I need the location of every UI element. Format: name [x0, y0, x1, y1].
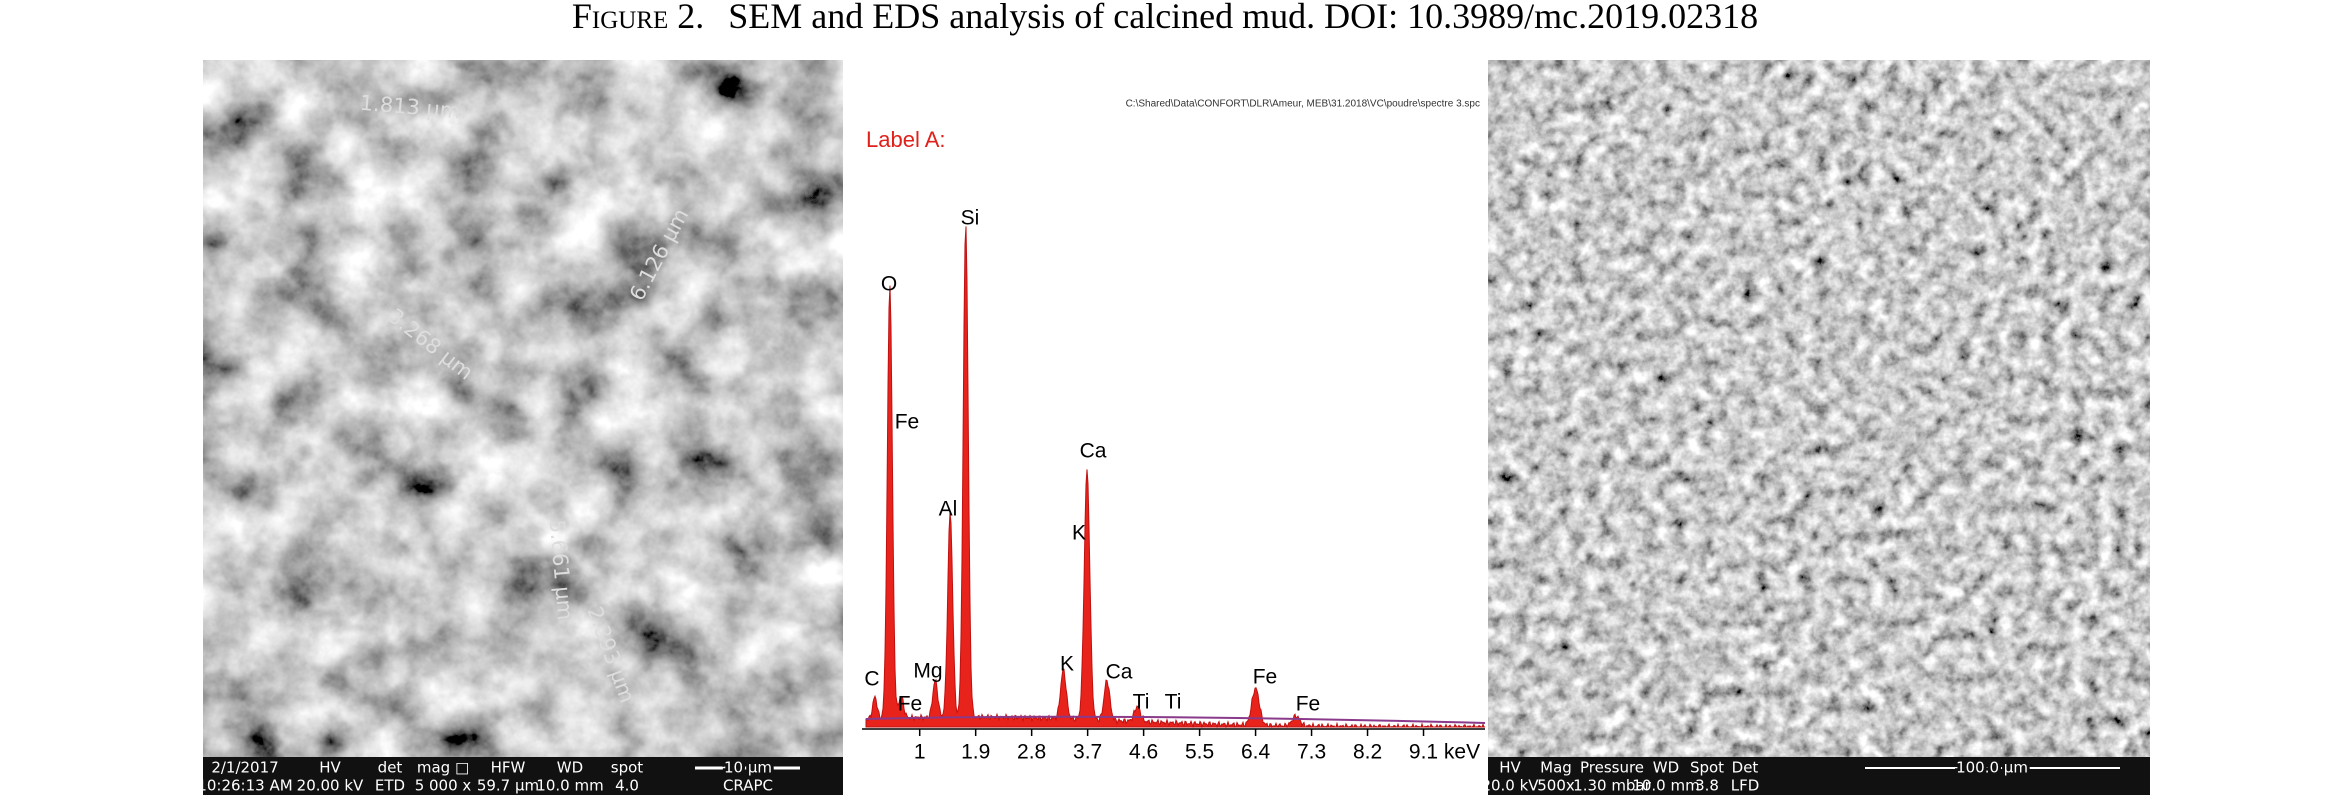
info-value: 4.0 — [615, 777, 639, 795]
caption-label: Figure 2. — [572, 0, 704, 36]
info-bar — [203, 757, 843, 795]
x-tick-label: 7.3 — [1297, 741, 1326, 764]
info-header: mag □ — [417, 759, 469, 777]
caption-text: SEM and EDS analysis of calcined mud. DO… — [728, 0, 1758, 36]
info-header: det — [378, 759, 403, 777]
info-header: WD — [557, 759, 583, 777]
file-path: C:\Shared\Data\CONFORT\DLR\Ameur, MEB\31… — [1126, 99, 1480, 110]
spectrum-label: Label A: — [866, 127, 946, 152]
peak-label: Mg — [913, 660, 942, 683]
peak-label: Si — [961, 207, 980, 230]
info-value: 20.0 kV — [1481, 777, 1539, 795]
peak-label: Al — [939, 498, 958, 521]
peak-label: C — [864, 668, 879, 691]
info-header: HV — [319, 759, 341, 777]
peak-label: Ca — [1080, 440, 1107, 463]
x-tick-label: 4.6 — [1129, 741, 1158, 764]
eds-spectrum: C:\Shared\Data\CONFORT\DLR\Ameur, MEB\31… — [848, 60, 1486, 795]
peak-label: Ti — [1133, 691, 1150, 714]
info-value: 10:26:13 AM — [197, 777, 292, 795]
x-tick-label: 6.4 — [1241, 741, 1271, 764]
lab-name: CRAPC — [723, 777, 773, 795]
peak-label: Fe — [1253, 666, 1278, 689]
info-value: 500x — [1537, 777, 1575, 795]
info-header: HV — [1499, 759, 1521, 777]
peak-label: Fe — [898, 693, 923, 716]
peak-label: Fe — [895, 411, 920, 434]
peak-label: K — [1060, 653, 1074, 676]
x-tick-label: 1.9 — [961, 741, 990, 764]
info-header: Mag — [1540, 759, 1572, 777]
info-value: 20.00 kV — [297, 777, 364, 795]
scale-bar-label: 10 µm — [724, 759, 772, 777]
x-tick-label: 9.1 — [1409, 741, 1438, 764]
caption: Figure 2. SEM and EDS analysis of calcine… — [572, 0, 1758, 36]
info-value: 10.0 mm — [1632, 777, 1699, 795]
x-tick-label: 8.2 — [1353, 741, 1382, 764]
info-header: WD — [1653, 759, 1679, 777]
spectrum-curve — [865, 226, 1485, 729]
sem-texture — [203, 60, 843, 757]
sem-texture — [1488, 60, 2150, 757]
info-value: ETD — [375, 777, 405, 795]
peak-label: K — [1072, 522, 1086, 545]
info-value: 3.8 — [1695, 777, 1719, 795]
x-tick-label: 3.7 — [1073, 741, 1102, 764]
info-header: HFW — [491, 759, 526, 777]
info-header: Spot — [1690, 759, 1724, 777]
info-value: 59.7 µm — [477, 777, 539, 795]
info-header: 2/1/2017 — [211, 759, 278, 777]
spectrum-baseline — [865, 715, 1486, 724]
info-header: Det — [1732, 759, 1759, 777]
peak-label: Ca — [1106, 661, 1133, 684]
info-value: 10.0 mm — [536, 777, 603, 795]
x-unit: keV — [1444, 741, 1480, 764]
spectrum-bg — [848, 60, 1485, 795]
x-tick-label: 1 — [914, 741, 926, 764]
info-value: LFD — [1731, 777, 1760, 795]
info-bar — [1488, 757, 2150, 795]
info-header: Pressure — [1580, 759, 1644, 777]
peak-label: Fe — [1296, 693, 1321, 716]
info-value: 1.30 mbar — [1573, 777, 1651, 795]
x-tick-label: 5.5 — [1185, 741, 1214, 764]
scale-bar-label: 100.0 µm — [1956, 759, 2028, 777]
peak-label: Ti — [1165, 691, 1182, 714]
info-header: spot — [611, 759, 644, 777]
peak-label: O — [881, 273, 897, 296]
left-sem-image: 1.813 µm6.126 µm3.268 µm5.661 µm2.393 µm… — [197, 60, 843, 795]
info-value: 5 000 x — [415, 777, 472, 795]
x-tick-label: 2.8 — [1017, 741, 1046, 764]
